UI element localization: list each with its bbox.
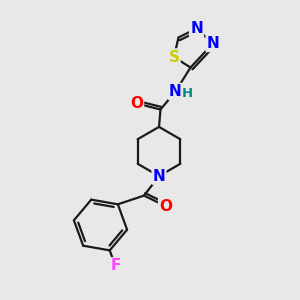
Text: N: N xyxy=(190,21,203,36)
Text: O: O xyxy=(130,96,143,111)
Text: N: N xyxy=(169,84,182,99)
Text: N: N xyxy=(207,36,219,51)
Text: O: O xyxy=(159,199,172,214)
Text: H: H xyxy=(181,87,193,101)
Text: S: S xyxy=(169,50,179,64)
Text: N: N xyxy=(153,169,165,184)
Text: F: F xyxy=(110,258,121,273)
